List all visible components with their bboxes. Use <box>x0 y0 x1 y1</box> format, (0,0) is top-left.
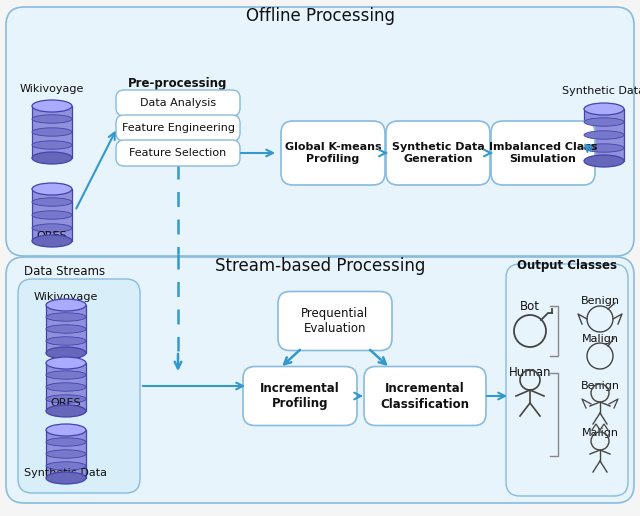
Text: Synthetic Data: Synthetic Data <box>24 468 108 478</box>
Text: Benign: Benign <box>580 296 620 306</box>
Polygon shape <box>32 106 72 158</box>
Ellipse shape <box>32 128 72 136</box>
Ellipse shape <box>46 462 86 470</box>
FancyBboxPatch shape <box>18 279 140 493</box>
FancyBboxPatch shape <box>116 90 240 116</box>
Text: Prequential
Evaluation: Prequential Evaluation <box>301 307 369 335</box>
Ellipse shape <box>46 357 86 369</box>
FancyBboxPatch shape <box>116 115 240 141</box>
Text: Data Analysis: Data Analysis <box>140 98 216 108</box>
FancyBboxPatch shape <box>386 121 490 185</box>
Ellipse shape <box>584 103 624 115</box>
Text: Wikivoyage: Wikivoyage <box>20 84 84 94</box>
Polygon shape <box>46 305 86 353</box>
FancyBboxPatch shape <box>116 140 240 166</box>
Ellipse shape <box>46 325 86 333</box>
Ellipse shape <box>46 337 86 345</box>
Text: Feature Selection: Feature Selection <box>129 148 227 158</box>
Text: Stream-based Processing: Stream-based Processing <box>215 257 425 275</box>
Text: Wikivoyage: Wikivoyage <box>34 292 98 302</box>
Ellipse shape <box>32 100 72 112</box>
Text: Incremental
Classification: Incremental Classification <box>381 381 470 411</box>
Text: ORES: ORES <box>51 398 81 408</box>
Ellipse shape <box>46 395 86 403</box>
Text: Bot: Bot <box>520 299 540 313</box>
Ellipse shape <box>32 235 72 247</box>
Text: Output Classes: Output Classes <box>517 259 617 272</box>
Ellipse shape <box>584 131 624 139</box>
Text: Offline Processing: Offline Processing <box>246 7 394 25</box>
FancyBboxPatch shape <box>281 121 385 185</box>
Ellipse shape <box>46 383 86 391</box>
Ellipse shape <box>46 424 86 436</box>
Text: Pre-processing: Pre-processing <box>128 77 228 90</box>
Text: Incremental
Profiling: Incremental Profiling <box>260 381 340 411</box>
Ellipse shape <box>46 438 86 446</box>
Text: Malign: Malign <box>582 334 618 344</box>
Text: ORES: ORES <box>36 231 67 241</box>
Polygon shape <box>584 109 624 161</box>
Ellipse shape <box>32 224 72 232</box>
FancyBboxPatch shape <box>491 121 595 185</box>
Ellipse shape <box>46 347 86 359</box>
Polygon shape <box>32 189 72 241</box>
Text: Benign: Benign <box>580 381 620 391</box>
Ellipse shape <box>32 152 72 164</box>
Text: Data Streams: Data Streams <box>24 265 106 278</box>
Ellipse shape <box>32 141 72 149</box>
Text: Imbalanced Class
Simulation: Imbalanced Class Simulation <box>489 142 597 164</box>
Ellipse shape <box>32 198 72 206</box>
Text: Synthetic Data: Synthetic Data <box>563 86 640 96</box>
FancyBboxPatch shape <box>243 366 357 426</box>
Ellipse shape <box>584 144 624 152</box>
Ellipse shape <box>584 118 624 126</box>
Ellipse shape <box>46 472 86 484</box>
FancyBboxPatch shape <box>278 292 392 350</box>
Ellipse shape <box>46 450 86 458</box>
Text: Human: Human <box>509 366 551 379</box>
Text: Global K-means
Profiling: Global K-means Profiling <box>285 142 381 164</box>
Ellipse shape <box>46 313 86 321</box>
Text: Synthetic Data
Generation: Synthetic Data Generation <box>392 142 484 164</box>
Ellipse shape <box>32 183 72 195</box>
FancyBboxPatch shape <box>506 264 628 496</box>
Ellipse shape <box>46 299 86 311</box>
Ellipse shape <box>46 371 86 379</box>
Ellipse shape <box>32 211 72 219</box>
Ellipse shape <box>46 405 86 417</box>
FancyBboxPatch shape <box>6 7 634 256</box>
Text: Malign: Malign <box>582 428 618 438</box>
Ellipse shape <box>32 115 72 123</box>
FancyBboxPatch shape <box>6 257 634 503</box>
Polygon shape <box>46 363 86 411</box>
Text: Feature Engineering: Feature Engineering <box>122 123 234 133</box>
FancyBboxPatch shape <box>364 366 486 426</box>
Ellipse shape <box>584 155 624 167</box>
Polygon shape <box>46 430 86 478</box>
